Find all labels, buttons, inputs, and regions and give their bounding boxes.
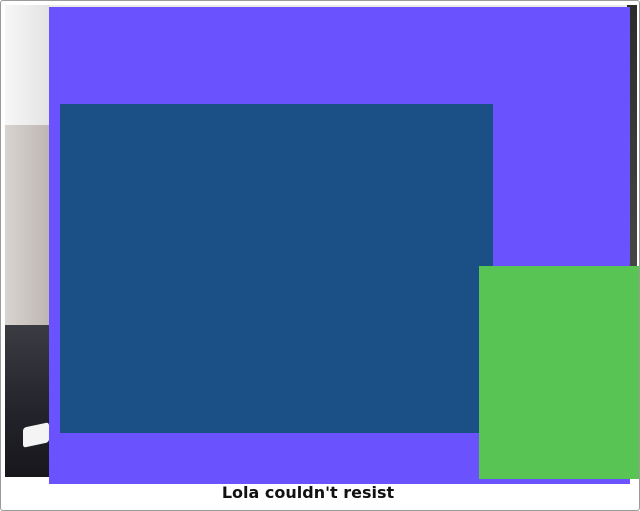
image-caption: Lola couldn't resist [221,483,395,502]
curtain [5,125,49,345]
right-edge-strip [627,5,637,477]
green-overlay-block [479,266,639,479]
blue-overlay-block [60,104,493,433]
dark-object [5,325,49,477]
window-light [5,5,49,145]
